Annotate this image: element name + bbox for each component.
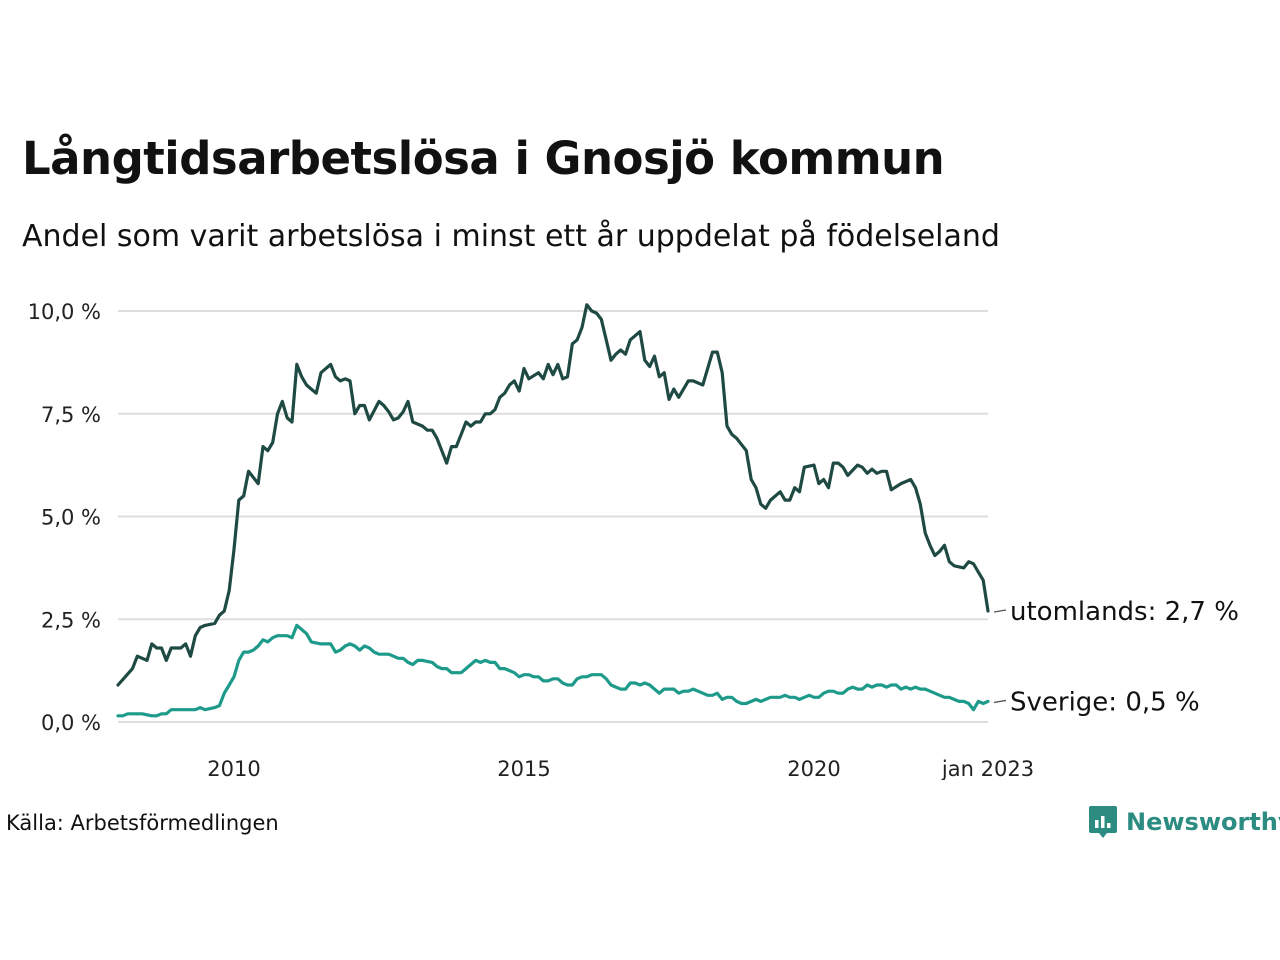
series-end-label-utomlands: utomlands: 2,7 % xyxy=(1010,597,1239,627)
x-tick-label: 2020 xyxy=(787,757,840,780)
x-tick-label: 2010 xyxy=(207,757,260,780)
y-tick-label: 0,0 % xyxy=(41,711,101,735)
x-axis-labels: 2010 2015 2020 jan 2023 xyxy=(207,757,1034,780)
line-chart: 0,0 % 2,5 % 5,0 % 7,5 % 10,0 % 2010 2015 2020 j… xyxy=(28,300,1239,780)
y-tick-label: 2,5 % xyxy=(41,608,101,632)
newsworthy-logo-icon xyxy=(1089,806,1117,838)
brand-logo: Newsworthy xyxy=(1088,804,1280,840)
y-tick-label: 7,5 % xyxy=(41,403,101,427)
y-tick-label: 10,0 % xyxy=(28,300,101,324)
chart-title: Långtidsarbetslösa i Gnosjö kommun xyxy=(22,132,945,185)
x-tick-label: jan 2023 xyxy=(941,757,1034,780)
y-tick-label: 5,0 % xyxy=(41,506,101,530)
series-line-sverige xyxy=(116,623,990,718)
brand-name: Newsworthy xyxy=(1126,808,1280,836)
series-end-label-sverige: Sverige: 0,5 % xyxy=(1010,687,1200,717)
y-axis-labels: 0,0 % 2,5 % 5,0 % 7,5 % 10,0 % xyxy=(28,300,101,735)
source-note: Källa: Arbetsförmedlingen xyxy=(6,811,279,835)
series-line-utomlands xyxy=(116,303,990,687)
chart-subtitle: Andel som varit arbetslösa i minst ett å… xyxy=(22,219,1000,254)
series-lines xyxy=(116,303,990,718)
end-label-connector xyxy=(993,609,1007,613)
series-end-labels: utomlands: 2,7 % Sverige: 0,5 % xyxy=(993,597,1239,717)
end-label-connector xyxy=(993,699,1007,704)
gridlines xyxy=(118,310,988,723)
x-tick-label: 2015 xyxy=(497,757,550,780)
